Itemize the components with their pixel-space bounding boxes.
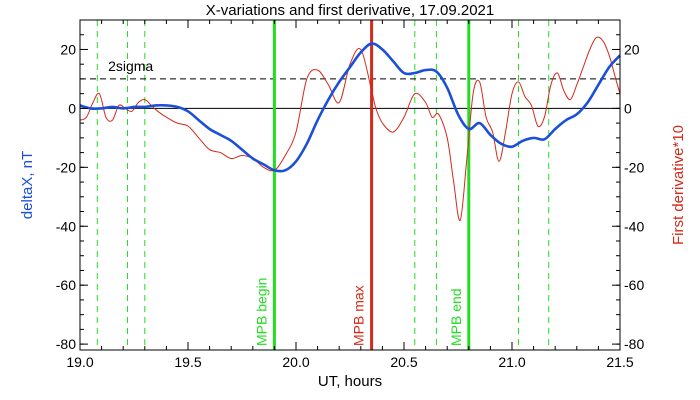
mpb-marker-label: MPB end <box>448 288 464 346</box>
y-tick-label-left: 0 <box>68 100 76 116</box>
chart-title: X-variations and first derivative, 17.09… <box>206 2 495 19</box>
series-line-derivative <box>79 36 621 221</box>
mpb-marker-label: MPB max <box>351 285 367 346</box>
y-tick-label-right: -40 <box>624 218 644 234</box>
y-tick-label-left: -80 <box>56 336 76 352</box>
y-axis-label-right: First derivative*10 <box>670 125 687 245</box>
x-tick-label: 21.0 <box>498 354 525 370</box>
y-tick-label-right: -20 <box>624 159 644 175</box>
mpb-marker-label: MPB begin <box>253 278 269 346</box>
plot-frame <box>79 19 621 351</box>
series-line-deltax <box>79 42 621 173</box>
y-tick-label-left: -40 <box>56 218 76 234</box>
x-tick-label: 19.0 <box>66 354 93 370</box>
y-axis-label-left: deltaX, nT <box>19 151 36 219</box>
threshold-label: 2sigma <box>108 58 153 74</box>
y-tick-label-left: -20 <box>56 159 76 175</box>
x-tick-label: 20.5 <box>390 354 417 370</box>
y-tick-label-left: -60 <box>56 277 76 293</box>
x-tick-label: 20.0 <box>282 354 309 370</box>
y-tick-label-left: 20 <box>60 41 76 57</box>
plot-area: 2sigma MPB begin MPB max MPB end 19.0 19.5 20.… <box>56 19 644 370</box>
y-tick-label-right: 0 <box>624 100 632 116</box>
y-tick-label-right: -80 <box>624 336 644 352</box>
x-tick-label: 21.5 <box>606 354 633 370</box>
x-axis-label: UT, hours <box>318 373 382 390</box>
x-tick-label: 19.5 <box>174 354 201 370</box>
y-tick-label-right: -60 <box>624 277 644 293</box>
y-tick-label-right: 20 <box>624 41 640 57</box>
